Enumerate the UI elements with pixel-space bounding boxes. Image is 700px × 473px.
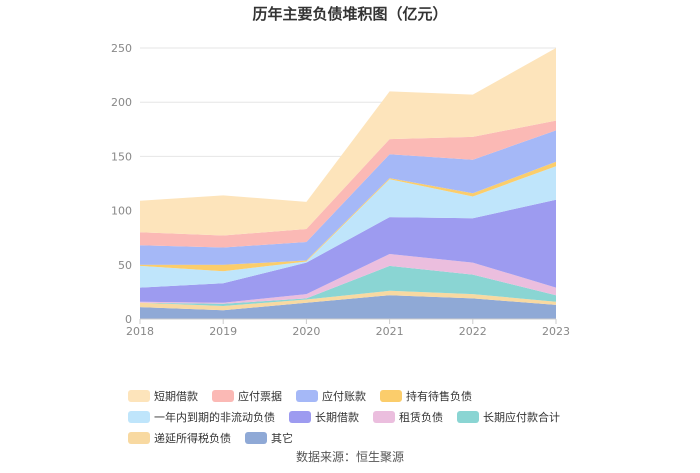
- legend-label: 应付票据: [238, 390, 282, 403]
- area-layer: [140, 48, 556, 319]
- legend-swatch: [296, 390, 318, 402]
- legend-swatch: [380, 390, 402, 402]
- legend-item-0[interactable]: 短期借款: [128, 389, 198, 403]
- legend-swatch: [289, 411, 311, 423]
- legend-label: 长期借款: [315, 411, 359, 424]
- axis-layer: 0 50 100 150 200 250 2018 2019 2020 2021 2022 2023: [111, 42, 570, 338]
- x-tick-label: 2020: [292, 325, 320, 338]
- data-source: 数据来源：恒生聚源: [295, 450, 404, 464]
- legend-item-6[interactable]: 租赁负债: [373, 410, 443, 424]
- legend-label: 持有待售负债: [406, 390, 472, 403]
- y-tick-label: 50: [118, 259, 132, 272]
- area-series-5: [140, 166, 556, 288]
- legend-label: 一年内到期的非流动负债: [154, 411, 275, 424]
- legend-swatch: [128, 390, 150, 402]
- legend-label: 租赁负债: [399, 411, 443, 424]
- area-series-4: [140, 199, 556, 303]
- legend-item-3[interactable]: 持有待售负债: [380, 389, 472, 403]
- legend-item-8[interactable]: 递延所得税负债: [128, 431, 231, 445]
- legend-label: 递延所得税负债: [154, 432, 231, 445]
- y-tick-label: 100: [111, 205, 132, 218]
- legend-swatch: [212, 390, 234, 402]
- legend-item-5[interactable]: 长期借款: [289, 410, 359, 424]
- y-tick-label: 0: [125, 313, 132, 326]
- area-series-3: [140, 254, 556, 304]
- legend-item-2[interactable]: 应付账款: [296, 389, 366, 403]
- legend-swatch: [457, 411, 479, 423]
- legend-swatch: [245, 432, 267, 444]
- area-series-0: [140, 295, 556, 319]
- legend-label: 短期借款: [154, 390, 198, 403]
- legend-label: 长期应付款合计: [483, 411, 560, 424]
- x-tick-label: 2021: [376, 325, 404, 338]
- chart-plot: 0 50 100 150 200 250 2018 2019 2020 2021 2022 2023: [111, 42, 570, 338]
- x-tick-label: 2023: [542, 325, 570, 338]
- legend-item-7[interactable]: 长期应付款合计: [457, 410, 560, 424]
- legend-swatch: [128, 432, 150, 444]
- y-tick-label: 200: [111, 96, 132, 109]
- x-tick-label: 2019: [209, 325, 237, 338]
- legend-swatch: [128, 411, 150, 423]
- legend-item-1[interactable]: 应付票据: [212, 389, 282, 403]
- chart-title: 历年主要负债堆积图（亿元）: [252, 5, 448, 23]
- legend-swatch: [373, 411, 395, 423]
- y-tick-label: 250: [111, 42, 132, 55]
- legend-label: 应付账款: [322, 390, 366, 403]
- legend-label: 其它: [271, 432, 293, 445]
- x-tick-label: 2022: [459, 325, 487, 338]
- area-series-9: [140, 48, 556, 236]
- area-series-2: [140, 265, 556, 306]
- area-series-1: [140, 290, 556, 311]
- legend-item-9[interactable]: 其它: [245, 431, 293, 445]
- area-series-7: [140, 130, 556, 265]
- y-tick-label: 150: [111, 150, 132, 163]
- legend-item-4[interactable]: 一年内到期的非流动负债: [128, 410, 275, 424]
- chart-legend: 短期借款 应付票据 应付账款 持有待售负债一年内到期的非流动负债 长期借款 租赁负债 长期应…: [128, 389, 598, 445]
- x-tick-label: 2018: [126, 325, 154, 338]
